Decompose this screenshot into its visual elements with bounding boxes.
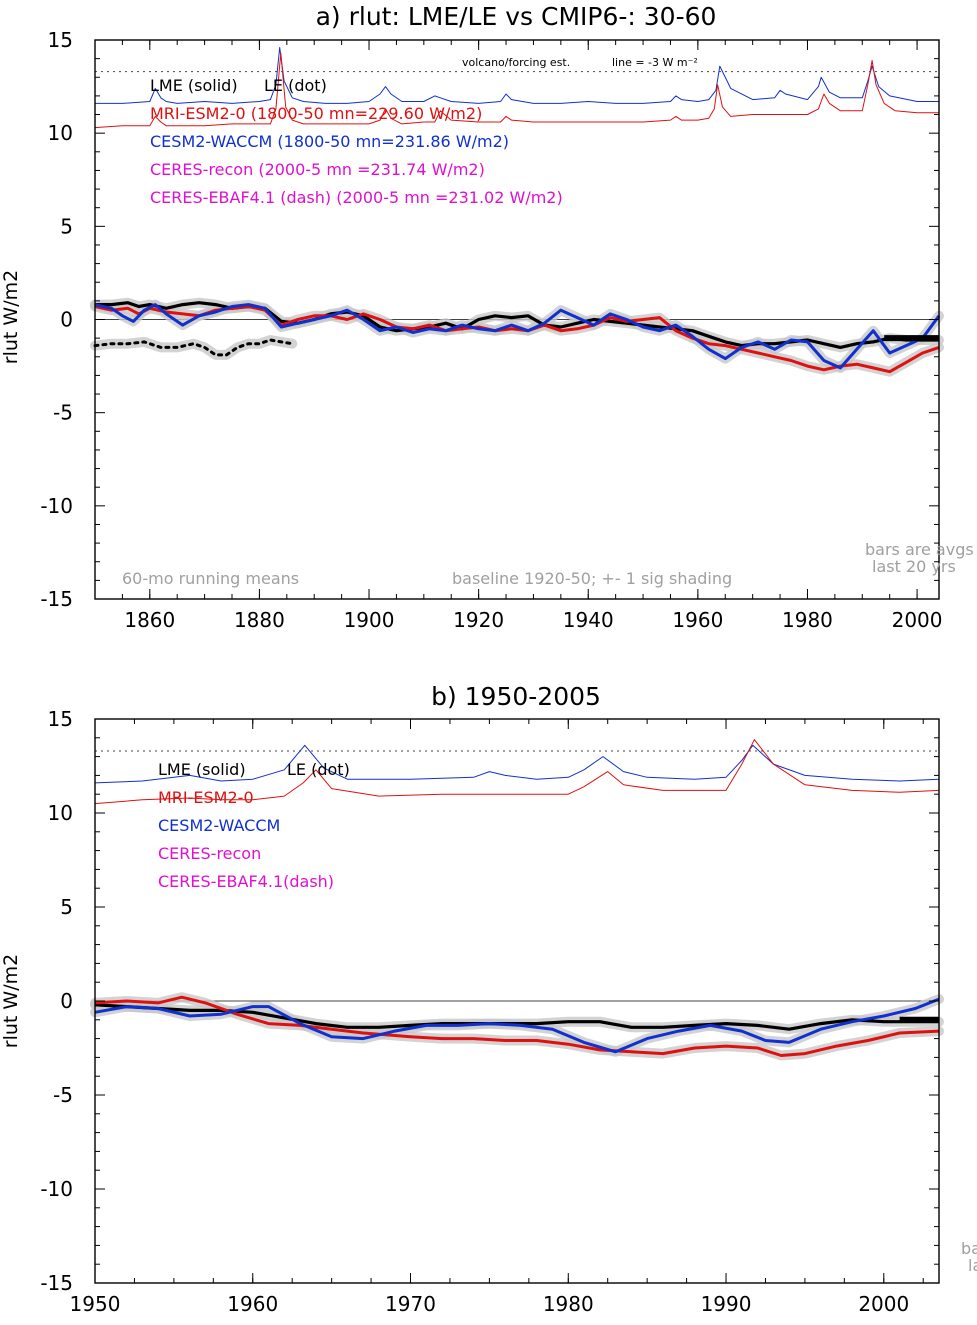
- forcing-line-note: line = -3 W m⁻²: [612, 56, 698, 69]
- forcing-curve-b-1: [94, 739, 940, 805]
- x-tick-label-b-1: 1960: [227, 1292, 278, 1316]
- series-line-a-2: [94, 303, 941, 370]
- series-line-a-3: [93, 338, 294, 357]
- y-tick-label-a-0: 15: [48, 28, 73, 52]
- y-tick-label-a-1: 10: [48, 121, 73, 145]
- y-tick-label-a-5: -10: [40, 494, 73, 518]
- volcano-note: volcano/forcing est.: [462, 56, 570, 69]
- panel-b-ylabel: rlut W/m2: [0, 954, 22, 1048]
- x-tick-label-a-7: 2000: [892, 608, 943, 632]
- panel-a: a) rlut: LME/LE vs CMIP6-: 30-60 rlut W/…: [0, 2, 974, 632]
- x-tick-label-a-6: 1980: [782, 608, 833, 632]
- series-line-b-1: [94, 995, 940, 1057]
- legend-b-cesm: CESM2-WACCM: [158, 816, 280, 835]
- x-tick-label-b-4: 1990: [701, 1292, 752, 1316]
- x-tick-label-b-3: 1980: [543, 1292, 594, 1316]
- legend-lme: LME (solid): [150, 76, 238, 95]
- y-tick-label-b-3: 0: [60, 989, 73, 1013]
- legend-b-ceres-ebaf: CERES-EBAF4.1(dash): [158, 872, 334, 891]
- legend-le: LE (dot): [264, 76, 327, 95]
- x-tick-label-b-0: 1950: [70, 1292, 121, 1316]
- y-tick-label-b-6: -15: [40, 1271, 73, 1295]
- x-tick-label-b-5: 2000: [858, 1292, 909, 1316]
- y-tick-label-b-2: 5: [60, 895, 73, 919]
- forcing-curve-a-1: [94, 52, 939, 129]
- legend-b-ceres-recon: CERES-recon: [158, 844, 261, 863]
- y-tick-label-b-4: -5: [53, 1083, 73, 1107]
- x-tick-label-a-3: 1920: [453, 608, 504, 632]
- panel-b: b) 1950-2005 rlut W/m2 1950 1960 1970 1980 1…: [0, 682, 977, 1316]
- panel-a-plot: 1860 1880 1900 1920 1940 1960 1980 2000 15 10 5 0 -5…: [40, 28, 944, 632]
- bars-note-b-1: ba: [961, 1239, 977, 1258]
- y-tick-label-b-1: 10: [48, 801, 73, 825]
- legend-b-le: LE (dot): [287, 760, 350, 779]
- x-tick-label-a-4: 1940: [563, 608, 614, 632]
- bars-note-2: last 20 yrs: [872, 557, 956, 576]
- legend-mri: MRI-ESM2-0 (1800-50 mn=229.60 W/m2): [150, 104, 482, 123]
- legend-b-lme: LME (solid): [158, 760, 246, 779]
- baseline-note: baseline 1920-50; +- 1 sig shading: [452, 569, 732, 588]
- legend-b-mri: MRI-ESM2-0: [158, 788, 254, 807]
- bars-note-1: bars are avgs: [865, 540, 974, 559]
- y-tick-label-b-5: -10: [40, 1177, 73, 1201]
- y-tick-label-b-0: 15: [48, 707, 73, 731]
- x-tick-label-a-0: 1860: [124, 608, 175, 632]
- panel-b-plot: 1950 1960 1970 1980 1990 2000 15 10 5 0 -5 -10 -15: [40, 707, 944, 1316]
- x-tick-label-a-2: 1900: [344, 608, 395, 632]
- x-tick-label-a-5: 1960: [672, 608, 723, 632]
- panel-a-legend: LME (solid) LE (dot) MRI-ESM2-0 (1800-50…: [150, 76, 563, 207]
- panel-a-ylabel: rlut W/m2: [0, 270, 22, 364]
- running-means-note: 60-mo running means: [122, 569, 299, 588]
- panel-b-title: b) 1950-2005: [431, 682, 601, 711]
- bars-note-b-2: la: [968, 1256, 977, 1275]
- legend-cesm: CESM2-WACCM (1800-50 mn=231.86 W/m2): [150, 132, 509, 151]
- forcing-curve-a-0: [95, 47, 939, 104]
- y-tick-label-a-2: 5: [60, 214, 73, 238]
- y-tick-label-a-3: 0: [60, 308, 73, 332]
- x-tick-label-b-2: 1970: [385, 1292, 436, 1316]
- legend-ceres-recon: CERES-recon (2000-5 mn =231.74 W/m2): [150, 160, 485, 179]
- series-line-b-2: [94, 997, 940, 1054]
- legend-ceres-ebaf: CERES-EBAF4.1 (dash) (2000-5 mn =231.02 …: [150, 188, 563, 207]
- panel-b-legend: LME (solid) LE (dot) MRI-ESM2-0 CESM2-WA…: [158, 760, 350, 891]
- y-tick-label-a-6: -15: [40, 587, 73, 611]
- forcing-curve-b-0: [94, 744, 940, 784]
- y-tick-label-a-4: -5: [53, 401, 73, 425]
- panel-a-title: a) rlut: LME/LE vs CMIP6-: 30-60: [316, 2, 717, 31]
- x-tick-label-a-1: 1880: [234, 608, 285, 632]
